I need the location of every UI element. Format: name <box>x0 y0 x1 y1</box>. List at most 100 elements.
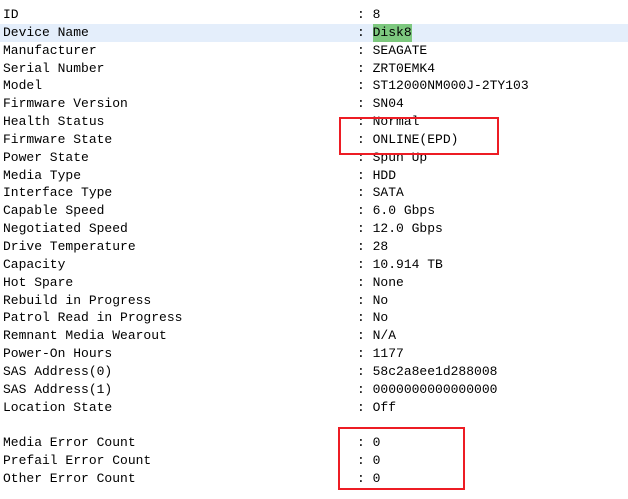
attribute-row: Firmware Version: SN04 <box>0 95 628 113</box>
attribute-label: Negotiated Speed <box>3 221 128 237</box>
attribute-label: Firmware Version <box>3 96 128 112</box>
attribute-row: Power-On Hours: 1177 <box>0 345 628 363</box>
attribute-label: SAS Address(0) <box>3 363 113 379</box>
attribute-value: SATA <box>372 185 404 201</box>
attribute-row: Patrol Read in Progress: No <box>0 309 628 327</box>
attribute-value: HDD <box>372 167 397 183</box>
attribute-value: ONLINE(EPD) <box>372 131 459 147</box>
attribute-label: Media Error Count <box>3 435 136 451</box>
attribute-value: Normal <box>372 114 420 130</box>
attribute-label: Interface Type <box>3 185 113 201</box>
attribute-row: Power State: Spun Up <box>0 149 628 167</box>
attribute-label: Health Status <box>3 114 105 130</box>
attribute-value: 10.914 TB <box>372 256 443 272</box>
attribute-value: 0 <box>372 435 381 451</box>
colon-separator: : <box>357 435 373 451</box>
attribute-label: Device Name <box>3 24 89 40</box>
attribute-value: ST12000NM000J-2TY103 <box>372 78 529 94</box>
attribute-row: Media Type: HDD <box>0 167 628 185</box>
colon-separator: : <box>357 274 373 290</box>
colon-separator: : <box>357 399 373 415</box>
attribute-label: Patrol Read in Progress <box>3 310 183 326</box>
attribute-value: 28 <box>372 238 389 254</box>
attribute-label: ID <box>3 7 19 22</box>
attribute-label: Media Type <box>3 167 82 183</box>
attribute-value: N/A <box>372 328 397 344</box>
attribute-value: 0 <box>372 470 381 486</box>
colon-separator: : <box>357 131 373 147</box>
colon-separator: : <box>357 203 373 219</box>
attribute-value: None <box>372 274 404 290</box>
attribute-row: Device Name: Disk8 <box>0 23 628 42</box>
attribute-label: Power-On Hours <box>3 346 113 362</box>
colon-separator: : <box>357 292 373 308</box>
attribute-value: Spun Up <box>372 149 428 165</box>
attribute-value: 12.0 Gbps <box>372 221 443 237</box>
colon-separator: : <box>357 60 373 76</box>
attribute-value: SEAGATE <box>372 42 428 58</box>
attribute-row: Capacity: 10.914 TB <box>0 256 628 274</box>
attribute-value: Disk8 <box>372 23 412 42</box>
colon-separator: : <box>357 221 373 237</box>
attribute-label: Power State <box>3 149 89 165</box>
colon-separator: : <box>357 149 373 165</box>
attribute-label: Drive Temperature <box>3 238 136 254</box>
attribute-label: Other Error Count <box>3 470 136 486</box>
colon-separator: : <box>357 185 373 201</box>
attribute-row: Other Error Count: 0 <box>0 470 628 488</box>
attribute-value: 0000000000000000 <box>372 381 498 397</box>
attribute-value: 1177 <box>372 346 404 362</box>
attribute-label: Location State <box>3 399 113 415</box>
attribute-label: Remnant Media Wearout <box>3 328 167 344</box>
colon-separator: : <box>357 310 373 326</box>
colon-separator: : <box>357 381 373 397</box>
attribute-value: 8 <box>372 7 381 22</box>
attribute-label: Prefail Error Count <box>3 453 152 469</box>
colon-separator: : <box>357 256 373 272</box>
attribute-row: Remnant Media Wearout: N/A <box>0 327 628 345</box>
colon-separator: : <box>357 346 373 362</box>
attribute-label: Model <box>3 78 43 94</box>
attribute-value: 0 <box>372 453 381 469</box>
attribute-row: Hot Spare: None <box>0 274 628 292</box>
colon-separator: : <box>357 96 373 112</box>
attribute-row: ID: 8 <box>0 6 628 24</box>
attribute-value: No <box>372 292 389 308</box>
attribute-value: No <box>372 310 389 326</box>
attribute-value: SN04 <box>372 96 404 112</box>
colon-separator: : <box>357 78 373 94</box>
attribute-label: Rebuild in Progress <box>3 292 152 308</box>
colon-separator: : <box>357 363 373 379</box>
attribute-label: Firmware State <box>3 131 113 147</box>
attribute-row: Serial Number: ZRT0EMK4 <box>0 60 628 78</box>
attribute-value: ZRT0EMK4 <box>372 60 436 76</box>
colon-separator: : <box>357 453 373 469</box>
attribute-label: SAS Address(1) <box>3 381 113 397</box>
attribute-row: SAS Address(1): 0000000000000000 <box>0 381 628 399</box>
attribute-value: 6.0 Gbps <box>372 203 436 219</box>
attribute-row: Media Error Count: 0 <box>0 434 628 452</box>
colon-separator: : <box>357 470 373 486</box>
attribute-row <box>0 416 628 434</box>
attribute-row: Negotiated Speed: 12.0 Gbps <box>0 220 628 238</box>
attribute-row: Rebuild in Progress: No <box>0 292 628 310</box>
colon-separator: : <box>357 7 373 22</box>
attribute-row: Capable Speed: 6.0 Gbps <box>0 202 628 220</box>
attribute-value: Off <box>372 399 397 415</box>
attribute-row: Health Status: Normal <box>0 113 628 131</box>
attribute-row: Interface Type: SATA <box>0 184 628 202</box>
colon-separator: : <box>357 328 373 344</box>
attribute-label: Serial Number <box>3 60 105 76</box>
attribute-label: Capable Speed <box>3 203 105 219</box>
attribute-value: 58c2a8ee1d288008 <box>372 363 498 379</box>
attribute-row: Drive Temperature: 28 <box>0 238 628 256</box>
attribute-row: Model: ST12000NM000J-2TY103 <box>0 77 628 95</box>
colon-separator: : <box>357 24 373 40</box>
attribute-row: Firmware State: ONLINE(EPD) <box>0 131 628 149</box>
attribute-row: Manufacturer: SEAGATE <box>0 42 628 60</box>
colon-separator: : <box>357 167 373 183</box>
attribute-row: Prefail Error Count: 0 <box>0 452 628 470</box>
attribute-label: Capacity <box>3 256 66 272</box>
attribute-label: Hot Spare <box>3 274 74 290</box>
